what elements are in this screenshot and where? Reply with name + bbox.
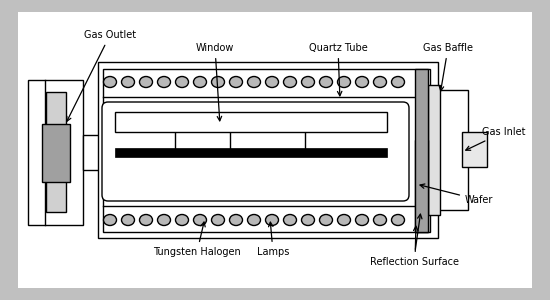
Ellipse shape — [338, 76, 350, 88]
Bar — [115, 112, 387, 132]
Bar — [46, 92, 66, 212]
Ellipse shape — [283, 214, 296, 226]
Ellipse shape — [320, 214, 333, 226]
Bar — [28, 80, 83, 225]
Ellipse shape — [392, 214, 404, 226]
Ellipse shape — [212, 76, 224, 88]
Ellipse shape — [140, 76, 152, 88]
Text: Gas Baffle: Gas Baffle — [423, 43, 473, 91]
Ellipse shape — [355, 76, 368, 88]
Text: Reflection Surface: Reflection Surface — [371, 226, 459, 267]
Ellipse shape — [175, 214, 189, 226]
Ellipse shape — [338, 214, 350, 226]
Ellipse shape — [122, 76, 135, 88]
Ellipse shape — [175, 76, 189, 88]
Bar — [415, 140, 428, 232]
Ellipse shape — [140, 214, 152, 226]
Text: Lamps: Lamps — [257, 222, 289, 257]
Ellipse shape — [194, 214, 206, 226]
Ellipse shape — [301, 76, 315, 88]
Ellipse shape — [373, 76, 387, 88]
Text: Gas Inlet: Gas Inlet — [466, 127, 525, 150]
Ellipse shape — [320, 76, 333, 88]
Text: Window: Window — [196, 43, 234, 121]
Ellipse shape — [229, 214, 243, 226]
Bar — [462, 132, 487, 167]
Bar — [42, 124, 70, 182]
Ellipse shape — [355, 214, 368, 226]
Ellipse shape — [392, 76, 404, 88]
Ellipse shape — [103, 76, 117, 88]
Ellipse shape — [266, 214, 278, 226]
Ellipse shape — [157, 214, 170, 226]
Ellipse shape — [157, 76, 170, 88]
Bar — [438, 90, 468, 210]
Ellipse shape — [212, 214, 224, 226]
Bar — [103, 69, 430, 232]
Text: Wafer: Wafer — [420, 184, 493, 205]
Ellipse shape — [103, 214, 117, 226]
Bar — [98, 62, 438, 238]
Ellipse shape — [122, 214, 135, 226]
Ellipse shape — [194, 76, 206, 88]
Ellipse shape — [248, 76, 261, 88]
Ellipse shape — [373, 214, 387, 226]
Bar — [83, 135, 101, 170]
Text: Gas Outlet: Gas Outlet — [67, 30, 136, 121]
FancyBboxPatch shape — [102, 102, 409, 201]
Bar — [428, 85, 440, 215]
Text: Tungsten Halogen: Tungsten Halogen — [153, 222, 241, 257]
Ellipse shape — [266, 76, 278, 88]
Ellipse shape — [283, 76, 296, 88]
Ellipse shape — [229, 76, 243, 88]
Ellipse shape — [248, 214, 261, 226]
Bar — [415, 69, 428, 232]
Ellipse shape — [301, 214, 315, 226]
Bar — [115, 148, 387, 157]
Text: Quartz Tube: Quartz Tube — [309, 43, 367, 96]
